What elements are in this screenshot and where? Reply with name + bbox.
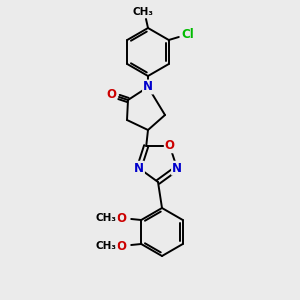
Text: O: O: [116, 212, 126, 224]
Text: N: N: [172, 162, 182, 175]
Text: CH₃: CH₃: [133, 7, 154, 17]
Text: O: O: [116, 239, 126, 253]
Text: CH₃: CH₃: [96, 213, 117, 223]
Text: N: N: [143, 80, 153, 94]
Text: Cl: Cl: [182, 28, 194, 41]
Text: O: O: [106, 88, 116, 100]
Text: O: O: [165, 139, 175, 152]
Text: N: N: [134, 162, 144, 175]
Text: CH₃: CH₃: [96, 241, 117, 251]
